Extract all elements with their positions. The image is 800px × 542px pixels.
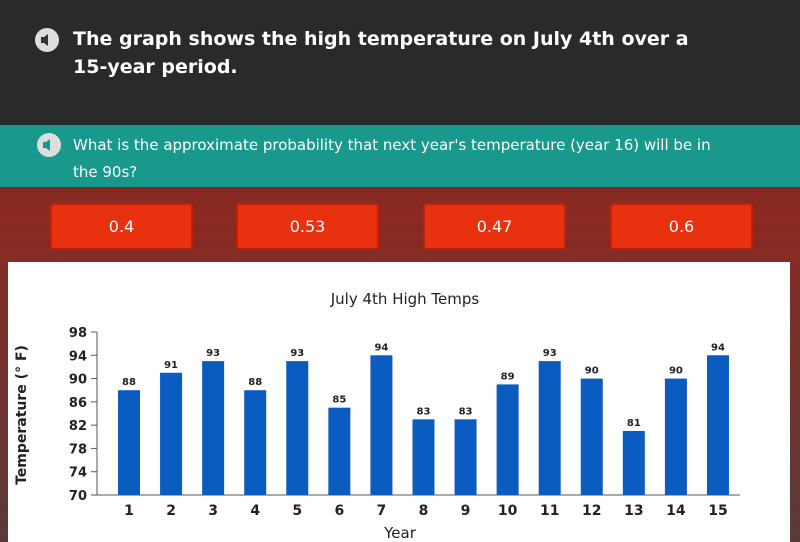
x-tick-label: 8: [419, 503, 429, 519]
data-label: 83: [459, 406, 473, 417]
data-label: 83: [417, 406, 431, 417]
y-tick-label: 74: [69, 466, 87, 481]
bar: [706, 355, 729, 495]
bar: [286, 361, 309, 495]
data-label: 93: [206, 348, 220, 359]
data-label: 94: [374, 342, 388, 353]
y-tick-label: 82: [69, 419, 87, 434]
chart-title: July 4th High Temps: [330, 290, 480, 308]
data-label: 89: [501, 371, 515, 382]
data-label: 94: [711, 342, 725, 353]
bar: [160, 372, 183, 495]
x-tick-label: 10: [498, 503, 518, 519]
bar: [454, 419, 477, 495]
data-label: 93: [543, 348, 557, 359]
x-tick-label: 7: [377, 503, 387, 519]
bar: [370, 355, 393, 495]
data-label: 88: [248, 377, 262, 388]
x-tick-label: 14: [666, 503, 686, 519]
x-tick-label: 13: [624, 503, 643, 519]
bar: [412, 419, 435, 495]
speaker-icon[interactable]: [34, 27, 60, 53]
speaker-icon[interactable]: [36, 132, 62, 158]
bar: [538, 361, 561, 495]
bar: [202, 361, 225, 495]
x-tick-label: 11: [540, 503, 559, 519]
data-label: 90: [669, 366, 683, 377]
data-label: 85: [332, 395, 346, 406]
data-label: 88: [122, 377, 136, 388]
y-tick-label: 98: [69, 326, 87, 341]
chart: July 4th High Temps Year Temperature (° …: [8, 262, 790, 542]
x-tick-label: 2: [166, 503, 176, 519]
bar: [580, 378, 603, 495]
data-label: 90: [585, 366, 599, 377]
answer-button[interactable]: 0.53: [236, 203, 379, 250]
x-tick-label: 15: [708, 503, 727, 519]
x-tick-label: 12: [582, 503, 601, 519]
data-label: 93: [290, 348, 304, 359]
y-axis-label: Temperature (° F): [14, 345, 30, 485]
question-band: [0, 125, 800, 187]
y-tick-label: 90: [69, 373, 87, 388]
x-tick-label: 6: [334, 503, 344, 519]
header-text: The graph shows the high temperature on …: [73, 28, 689, 78]
answer-button[interactable]: 0.6: [610, 203, 753, 250]
question-text: What is the approximate probability that…: [73, 136, 711, 181]
answer-button[interactable]: 0.47: [423, 203, 566, 250]
x-tick-label: 3: [208, 503, 218, 519]
y-tick-label: 86: [69, 396, 87, 411]
y-tick-label: 94: [69, 349, 87, 364]
x-axis-label: Year: [383, 524, 417, 542]
x-tick-label: 9: [461, 503, 471, 519]
bar: [118, 390, 140, 495]
bar: [622, 430, 645, 495]
bar: [664, 378, 687, 495]
x-tick-label: 4: [250, 503, 260, 519]
bar: [496, 384, 519, 495]
y-tick-label: 70: [69, 489, 87, 504]
x-tick-label: 5: [292, 503, 302, 519]
bar: [328, 407, 351, 495]
data-label: 81: [627, 418, 641, 429]
answer-button[interactable]: 0.4: [50, 203, 193, 250]
header: [0, 0, 800, 125]
bar: [244, 390, 267, 495]
data-label: 91: [164, 360, 178, 371]
x-tick-label: 1: [124, 503, 134, 519]
y-tick-label: 78: [69, 442, 87, 457]
